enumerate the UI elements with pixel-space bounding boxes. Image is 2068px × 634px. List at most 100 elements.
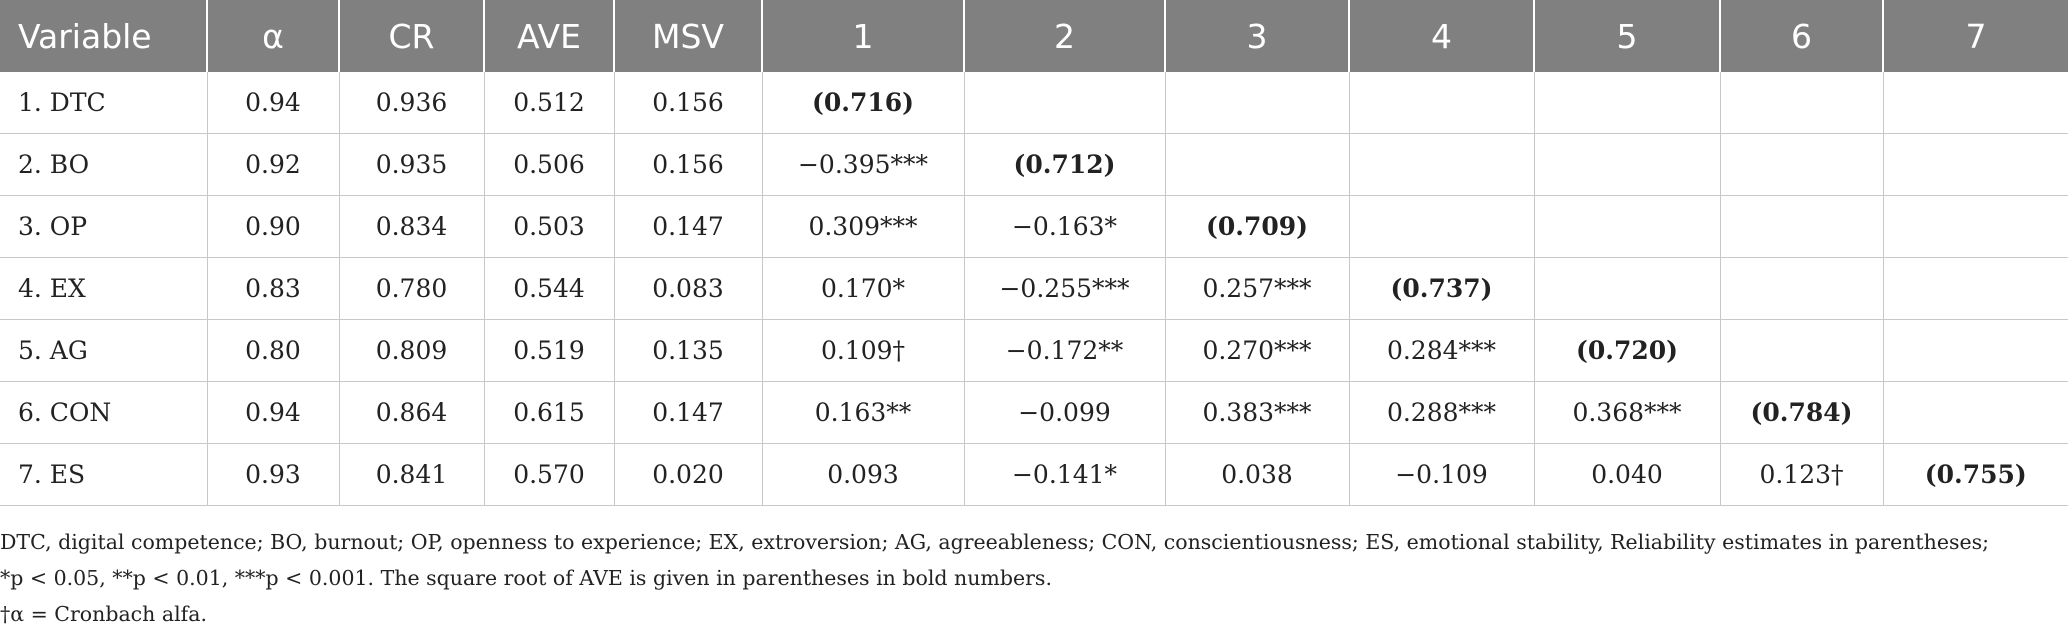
- table-cell: [1534, 133, 1721, 196]
- header-row: Variable α CR AVE MSV 1 2 3 4 5 6 7: [0, 0, 2068, 72]
- col-header-3: 3: [1165, 0, 1350, 72]
- table-cell: (0.720): [1534, 319, 1721, 382]
- table-cell: 0.147: [614, 195, 763, 258]
- correlation-table: Variable α CR AVE MSV 1 2 3 4 5 6 7 1. D…: [0, 0, 2068, 506]
- table-cell: 0.123†: [1720, 443, 1884, 506]
- table-cell: −0.395***: [762, 133, 965, 196]
- table-cell: [1720, 195, 1884, 258]
- table-row: 5. AG 0.80 0.809 0.519 0.135 0.109† −0.172** 0.…: [0, 319, 2068, 382]
- table-cell: 0.038: [1165, 443, 1350, 506]
- row-variable-label: 2. BO: [0, 133, 208, 196]
- table-cell: 0.156: [614, 72, 763, 134]
- col-header-ave: AVE: [484, 0, 615, 72]
- table-cell: (0.716): [762, 72, 965, 134]
- table-cell: 0.040: [1534, 443, 1721, 506]
- col-header-5: 5: [1534, 0, 1721, 72]
- table-cell: 0.135: [614, 319, 763, 382]
- table-cell: 0.90: [207, 195, 340, 258]
- row-variable-label: 1. DTC: [0, 72, 208, 134]
- col-header-7: 7: [1883, 0, 2068, 72]
- table-cell: [1165, 72, 1350, 134]
- table-cell: [964, 72, 1166, 134]
- table-cell: (0.755): [1883, 443, 2068, 506]
- table-cell: [1720, 72, 1884, 134]
- table-cell: 0.257***: [1165, 257, 1350, 320]
- table-cell: 0.512: [484, 72, 615, 134]
- table-cell: 0.834: [339, 195, 485, 258]
- table-cell: 0.935: [339, 133, 485, 196]
- col-header-2: 2: [964, 0, 1166, 72]
- table-cell: 0.519: [484, 319, 615, 382]
- table-cell: 0.841: [339, 443, 485, 506]
- footnote-abbreviations: DTC, digital competence; BO, burnout; OP…: [0, 530, 1990, 554]
- col-header-variable: Variable: [0, 0, 208, 72]
- table-cell: [1165, 133, 1350, 196]
- table-cell: 0.383***: [1165, 381, 1350, 444]
- row-variable-label: 7. ES: [0, 443, 208, 506]
- footnote-significance: *p < 0.05, **p < 0.01, ***p < 0.001. The…: [0, 566, 1052, 590]
- table-cell: 0.147: [614, 381, 763, 444]
- table-cell: [1349, 195, 1535, 258]
- table-cell: [1534, 257, 1721, 320]
- table-cell: [1883, 257, 2068, 320]
- table-cell: (0.712): [964, 133, 1166, 196]
- footnote-alpha: †α = Cronbach alfa.: [0, 602, 207, 626]
- table-cell: 0.94: [207, 381, 340, 444]
- table-cell: −0.109: [1349, 443, 1535, 506]
- table-cell: [1720, 133, 1884, 196]
- table-footnotes: DTC, digital competence; BO, burnout; OP…: [0, 524, 2068, 632]
- table-cell: 0.92: [207, 133, 340, 196]
- col-header-6: 6: [1720, 0, 1884, 72]
- table-cell: 0.80: [207, 319, 340, 382]
- row-variable-label: 6. CON: [0, 381, 208, 444]
- table-cell: 0.506: [484, 133, 615, 196]
- table-cell: 0.83: [207, 257, 340, 320]
- table-cell: 0.270***: [1165, 319, 1350, 382]
- row-variable-label: 4. EX: [0, 257, 208, 320]
- table-cell: 0.093: [762, 443, 965, 506]
- table-cell: −0.141*: [964, 443, 1166, 506]
- table-row: 4. EX 0.83 0.780 0.544 0.083 0.170* −0.255*** 0…: [0, 257, 2068, 320]
- table-cell: 0.288***: [1349, 381, 1535, 444]
- table-cell: [1883, 195, 2068, 258]
- table-cell: 0.156: [614, 133, 763, 196]
- row-variable-label: 3. OP: [0, 195, 208, 258]
- table-cell: 0.109†: [762, 319, 965, 382]
- table-cell: 0.615: [484, 381, 615, 444]
- table-cell: [1349, 72, 1535, 134]
- table-cell: 0.864: [339, 381, 485, 444]
- table-row: 3. OP 0.90 0.834 0.503 0.147 0.309*** −0.163*(…: [0, 195, 2068, 258]
- table-cell: [1534, 72, 1721, 134]
- table-cell: [1883, 72, 2068, 134]
- table-cell: [1349, 133, 1535, 196]
- table-cell: 0.284***: [1349, 319, 1535, 382]
- table-cell: [1534, 195, 1721, 258]
- table-cell: [1720, 257, 1884, 320]
- table-cell: [1720, 319, 1884, 382]
- table-row: 1. DTC 0.94 0.936 0.512 0.156 (0.716): [0, 72, 2068, 134]
- table-cell: [1883, 381, 2068, 444]
- table-cell: 0.94: [207, 72, 340, 134]
- table-cell: 0.809: [339, 319, 485, 382]
- col-header-cr: CR: [339, 0, 485, 72]
- table-cell: 0.083: [614, 257, 763, 320]
- table-cell: 0.570: [484, 443, 615, 506]
- table-row: 7. ES 0.93 0.841 0.570 0.020 0.093 −0.141* 0.03…: [0, 443, 2068, 506]
- table-cell: 0.93: [207, 443, 340, 506]
- table-cell: 0.936: [339, 72, 485, 134]
- col-header-alpha: α: [207, 0, 340, 72]
- col-header-1: 1: [762, 0, 965, 72]
- table-cell: −0.163*: [964, 195, 1166, 258]
- table-row: 6. CON 0.94 0.864 0.615 0.147 0.163** −0.099 0.…: [0, 381, 2068, 444]
- table-cell: (0.709): [1165, 195, 1350, 258]
- table-cell: 0.503: [484, 195, 615, 258]
- table-cell: [1883, 133, 2068, 196]
- table-cell: −0.172**: [964, 319, 1166, 382]
- table-cell: 0.170*: [762, 257, 965, 320]
- table-cell: 0.163**: [762, 381, 965, 444]
- row-variable-label: 5. AG: [0, 319, 208, 382]
- table-cell: (0.784): [1720, 381, 1884, 444]
- table-cell: 0.780: [339, 257, 485, 320]
- col-header-msv: MSV: [614, 0, 763, 72]
